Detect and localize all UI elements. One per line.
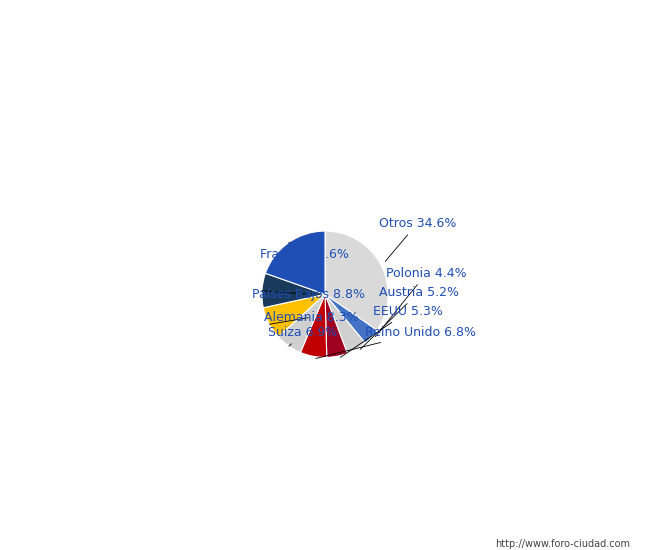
Wedge shape	[325, 294, 377, 343]
Text: http://www.foro-ciudad.com: http://www.foro-ciudad.com	[495, 539, 630, 549]
Text: Alemania 8.3%: Alemania 8.3%	[264, 311, 358, 324]
Text: Austria 5.2%: Austria 5.2%	[360, 286, 459, 349]
Text: Polonia 4.4%: Polonia 4.4%	[376, 267, 467, 337]
Text: Sant Vicenç de Montalt - Turistas extranjeros según país - Abril de 2024: Sant Vicenç de Montalt - Turistas extran…	[62, 18, 588, 34]
Text: EEUU 5.3%: EEUU 5.3%	[341, 305, 443, 358]
Text: Francia 19.6%: Francia 19.6%	[260, 242, 349, 261]
Text: Suiza 6.9%: Suiza 6.9%	[268, 326, 337, 346]
Wedge shape	[325, 231, 388, 330]
Text: Países Bajos 8.8%: Países Bajos 8.8%	[252, 288, 365, 301]
Wedge shape	[265, 231, 325, 294]
Wedge shape	[262, 273, 325, 308]
Text: Reino Unido 6.8%: Reino Unido 6.8%	[316, 326, 476, 359]
Wedge shape	[263, 294, 325, 337]
Text: Otros 34.6%: Otros 34.6%	[378, 217, 456, 261]
Wedge shape	[325, 294, 347, 358]
Wedge shape	[325, 294, 365, 353]
Wedge shape	[300, 294, 327, 358]
Wedge shape	[278, 294, 325, 353]
